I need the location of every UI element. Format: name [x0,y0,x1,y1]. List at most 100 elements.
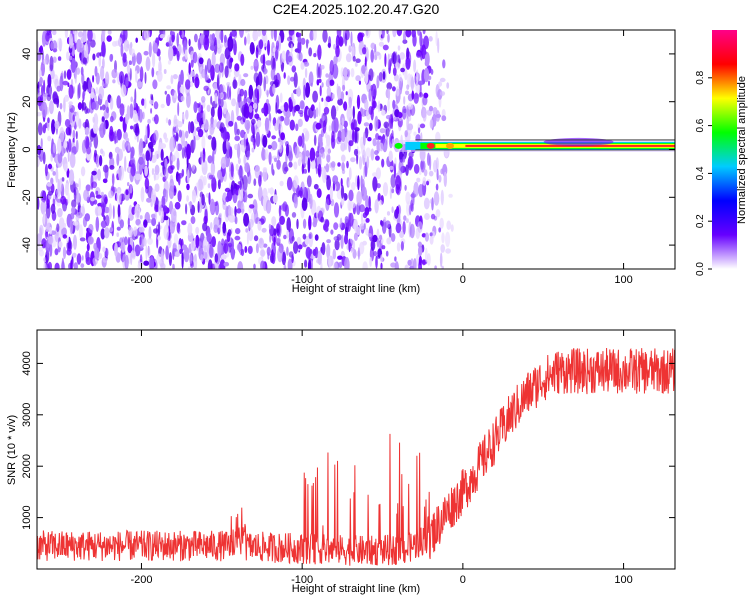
noise-blob [297,39,302,55]
noise-blob [106,106,109,114]
noise-blob [211,51,216,67]
noise-blob [153,173,156,181]
noise-blob [384,53,387,68]
noise-blob [423,67,430,83]
noise-blob [184,251,188,260]
noise-blob [308,47,313,57]
noise-blob [37,112,42,117]
noise-blob [279,180,284,187]
noise-blob [419,169,422,176]
noise-blob [158,221,161,236]
noise-blob [152,79,158,90]
noise-blob [267,144,272,150]
noise-blob [143,50,149,56]
noise-blob [316,188,322,199]
noise-blob [124,155,127,172]
colorbar-tick-label: 0.2 [695,214,706,228]
noise-blob [260,260,266,269]
noise-blob [194,253,197,262]
noise-blob [168,45,174,62]
noise-blob [122,52,127,63]
noise-blob [243,212,250,227]
noise-blob [228,120,234,127]
noise-blob [234,63,240,72]
noise-blob [262,167,268,173]
noise-blob [70,58,77,73]
noise-blob [210,118,214,128]
noise-blob [271,216,277,227]
noise-blob [255,47,259,59]
noise-blob [141,187,145,194]
noise-blob [296,87,302,97]
noise-blob [306,39,310,44]
noise-blob [178,74,182,87]
noise-blob [39,76,43,85]
noise-blob [84,135,90,149]
noise-blob [413,163,420,174]
noise-blob [317,44,322,61]
noise-blob [337,86,342,100]
noise-blob [192,51,198,64]
noise-blob [240,129,246,139]
noise-blob [232,79,238,89]
noise-blob [423,92,429,99]
colorbar-ticks: 0.0 0.2 0.4 0.6 0.8 [695,70,712,276]
noise-blob [202,222,208,232]
noise-blob [50,203,56,214]
noise-blob [160,143,167,149]
noise-blob [224,187,231,193]
noise-blob [210,106,215,118]
noise-blob [147,118,152,124]
noise-blob [222,139,227,155]
noise-blob [418,92,423,98]
noise-blob [262,53,266,67]
noise-blob [195,234,200,249]
noise-blob [202,239,208,253]
noise-blob [254,164,260,179]
noise-blob [410,76,414,91]
noise-blob [181,168,185,177]
noise-blob [439,91,446,96]
noise-blob [283,101,289,112]
noise-blob [68,103,72,109]
noise-blob [66,51,70,61]
noise-blob [352,105,355,120]
noise-blob [296,218,299,230]
noise-blob [69,152,76,168]
noise-blob [102,57,105,69]
noise-blob [291,212,297,218]
noise-blob [93,95,97,102]
noise-blob [157,235,161,241]
noise-blob [377,100,381,113]
noise-blob [78,177,81,191]
noise-blob [160,262,166,269]
noise-blob [62,80,69,86]
noise-blob [227,206,234,216]
noise-blob [194,33,198,43]
noise-blob [353,148,359,156]
noise-blob [88,78,92,93]
noise-blob [72,129,76,140]
noise-blob [367,233,372,238]
noise-blob [253,102,258,110]
colorbar-gradient [712,30,737,269]
noise-blob [416,177,421,183]
noise-blob [228,242,233,248]
noise-blob [321,242,326,256]
snr-frame [36,329,676,570]
noise-blob [394,256,397,262]
noise-blob [179,86,185,94]
noise-blob [234,121,238,136]
noise-blob [448,193,453,198]
noise-blob [83,42,89,59]
noise-blob [174,201,181,210]
noise-blob [359,204,365,213]
noise-blob [379,142,384,152]
noise-blob [46,94,52,102]
noise-blob [50,41,54,50]
noise-blob [130,41,133,49]
noise-blob [55,167,59,183]
noise-blob [203,175,207,186]
noise-blob [185,79,191,90]
noise-blob [222,201,227,210]
